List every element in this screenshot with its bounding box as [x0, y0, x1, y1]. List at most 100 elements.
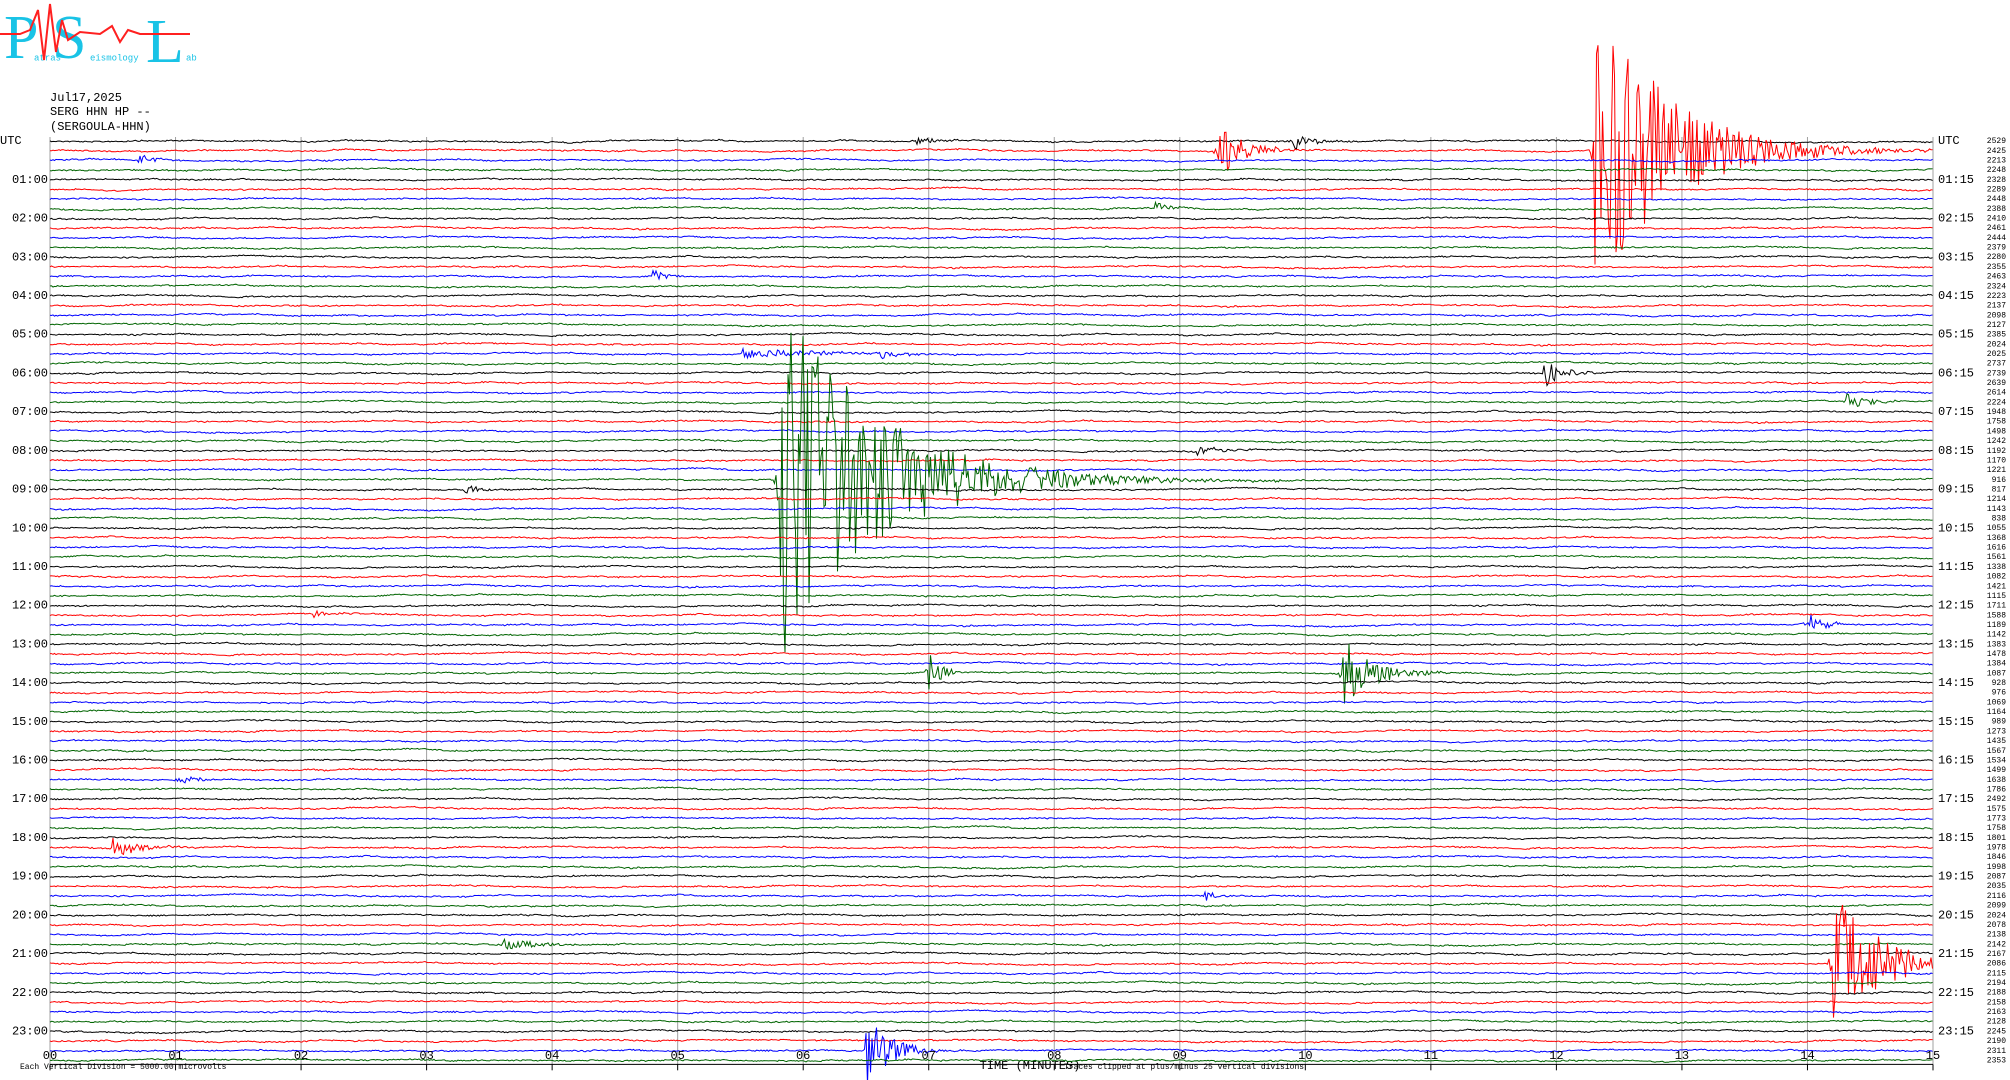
hour-label-right: 19:15 [1938, 870, 1974, 884]
trace [50, 700, 1933, 705]
row-value: 2137 [1987, 302, 2006, 311]
trace [49, 904, 1933, 1018]
hour-label: 01:00 [12, 173, 48, 187]
trace [49, 641, 1933, 647]
trace [49, 884, 1933, 889]
row-value: 1435 [1987, 737, 2006, 746]
trace [49, 525, 1933, 531]
trace [49, 932, 1933, 937]
scale-note: Each Vertical Division = 5000.00 microvo… [20, 1063, 227, 1072]
row-value: 1616 [1987, 544, 2006, 553]
x-tick-label: 07 [922, 1049, 936, 1063]
trace [49, 446, 1933, 457]
row-value: 2224 [1987, 398, 2006, 407]
hour-label-right: 21:15 [1938, 947, 1974, 961]
clip-note: Traces clipped at plus/minus 25 vertical… [1064, 1063, 1304, 1072]
trace [49, 767, 1933, 773]
trace [49, 389, 1933, 395]
row-value: 2461 [1987, 224, 2006, 233]
hour-label-right: 15:15 [1938, 715, 1974, 729]
trace [49, 312, 1933, 318]
row-value: 1846 [1987, 853, 2006, 862]
hour-label-right: 08:15 [1938, 444, 1974, 458]
trace [49, 796, 1933, 802]
trace [49, 1028, 1933, 1035]
row-value: 2087 [1987, 873, 2006, 882]
trace [49, 225, 1933, 231]
hour-label-right: 07:15 [1938, 405, 1974, 419]
hour-label: 02:00 [12, 212, 48, 226]
trace [49, 835, 1933, 840]
hour-label-right: 09:15 [1938, 483, 1974, 497]
row-value: 2245 [1987, 1027, 2006, 1036]
row-value: 2280 [1987, 253, 2006, 262]
trace [49, 457, 1933, 463]
trace [49, 805, 1933, 811]
trace [49, 216, 1933, 221]
trace [49, 380, 1933, 386]
trace [49, 609, 1933, 619]
row-value: 2737 [1987, 360, 2006, 369]
row-value: 1758 [1987, 824, 2006, 833]
x-tick-label: 12 [1549, 1049, 1563, 1063]
row-value: 1786 [1987, 785, 2006, 794]
row-value: 1143 [1987, 505, 2006, 514]
x-tick-label: 08 [1047, 1049, 1061, 1063]
trace [49, 186, 1933, 192]
hour-label: 16:00 [12, 754, 48, 768]
trace [49, 864, 1933, 870]
trace [49, 322, 1933, 328]
row-value: 2098 [1987, 311, 2006, 320]
row-value: 1758 [1987, 418, 2006, 427]
date: Jul17,2025 [50, 91, 122, 105]
row-value: 1214 [1987, 495, 2006, 504]
hour-label: 18:00 [12, 831, 48, 845]
hour-label: 15:00 [12, 715, 48, 729]
row-value: 2379 [1987, 244, 2006, 253]
row-value: 2127 [1987, 321, 2006, 330]
trace [50, 651, 1933, 657]
x-tick-label: 10 [1298, 1049, 1312, 1063]
x-tick-label: 00 [43, 1049, 57, 1063]
trace [49, 254, 1933, 260]
x-tick-label: 04 [545, 1049, 559, 1063]
trace [49, 438, 1933, 444]
row-value: 2213 [1987, 156, 2006, 165]
row-value: 2099 [1987, 902, 2006, 911]
row-value: 2739 [1987, 369, 2006, 378]
trace [49, 837, 1933, 856]
row-value: 2142 [1987, 940, 2006, 949]
hour-label: 03:00 [12, 250, 48, 264]
x-tick-label: 02 [294, 1049, 308, 1063]
trace [49, 574, 1933, 579]
row-value: 2425 [1987, 147, 2006, 156]
row-value: 1115 [1987, 592, 2006, 601]
trace [49, 989, 1933, 995]
trace [49, 1027, 1933, 1080]
row-value: 2128 [1987, 1018, 2006, 1027]
trace [50, 631, 1933, 637]
trace [49, 937, 1933, 950]
trace [49, 196, 1933, 202]
logo-letter: L [146, 8, 184, 76]
x-tick-label: 13 [1675, 1049, 1689, 1063]
hour-label-right: 11:15 [1938, 560, 1974, 574]
trace [49, 603, 1933, 609]
hour-label-right: 01:15 [1938, 173, 1974, 187]
row-value: 2444 [1987, 234, 2006, 243]
row-value: 989 [1992, 718, 2007, 727]
row-value: 1384 [1987, 660, 2006, 669]
row-value: 1383 [1987, 640, 2006, 649]
hour-label-right: 20:15 [1938, 908, 1974, 922]
hour-label-right: UTC [1938, 134, 1960, 148]
trace [49, 873, 1933, 879]
x-tick-label: 09 [1173, 1049, 1187, 1063]
hour-label: 19:00 [12, 870, 48, 884]
row-value: 2614 [1987, 389, 2006, 398]
row-value: 2024 [1987, 340, 2006, 349]
row-value: 916 [1992, 476, 2007, 485]
trace [49, 912, 1933, 918]
hour-label-right: 03:15 [1938, 250, 1974, 264]
